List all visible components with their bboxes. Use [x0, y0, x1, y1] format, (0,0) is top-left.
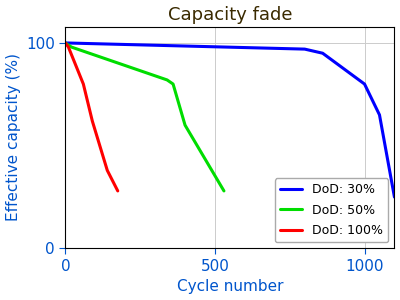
DoD: 50%: (20, 98): 50%: (20, 98): [69, 45, 74, 49]
DoD: 50%: (360, 80): 50%: (360, 80): [171, 82, 176, 86]
DoD: 50%: (0, 100): 50%: (0, 100): [63, 41, 68, 45]
DoD: 50%: (530, 28): 50%: (530, 28): [222, 189, 226, 193]
X-axis label: Cycle number: Cycle number: [177, 279, 283, 294]
DoD: 100%: (10, 98): 100%: (10, 98): [66, 45, 71, 49]
DoD: 30%: (800, 97): 30%: (800, 97): [302, 47, 307, 51]
DoD: 100%: (175, 28): 100%: (175, 28): [115, 189, 120, 193]
Legend: DoD: 30%, DoD: 50%, DoD: 100%: DoD: 30%, DoD: 50%, DoD: 100%: [275, 178, 388, 242]
DoD: 100%: (0, 100): 100%: (0, 100): [63, 41, 68, 45]
DoD: 50%: (340, 82): 50%: (340, 82): [165, 78, 170, 82]
DoD: 30%: (1.05e+03, 65): 30%: (1.05e+03, 65): [377, 113, 382, 117]
Title: Capacity fade: Capacity fade: [168, 6, 292, 24]
DoD: 100%: (90, 62): 100%: (90, 62): [90, 119, 95, 123]
DoD: 100%: (140, 38): 100%: (140, 38): [105, 169, 110, 172]
DoD: 30%: (1.1e+03, 25): 30%: (1.1e+03, 25): [392, 195, 397, 199]
DoD: 50%: (400, 60): 50%: (400, 60): [183, 123, 188, 127]
Line: DoD: 50%: DoD: 50%: [66, 43, 224, 191]
DoD: 100%: (60, 80): 100%: (60, 80): [81, 82, 86, 86]
DoD: 30%: (860, 95): 30%: (860, 95): [320, 51, 325, 55]
DoD: 30%: (1e+03, 80): 30%: (1e+03, 80): [362, 82, 367, 86]
Y-axis label: Effective capacity (%): Effective capacity (%): [6, 53, 20, 221]
Line: DoD: 100%: DoD: 100%: [66, 43, 118, 191]
DoD: 30%: (0, 100): 30%: (0, 100): [63, 41, 68, 45]
Line: DoD: 30%: DoD: 30%: [66, 43, 394, 197]
